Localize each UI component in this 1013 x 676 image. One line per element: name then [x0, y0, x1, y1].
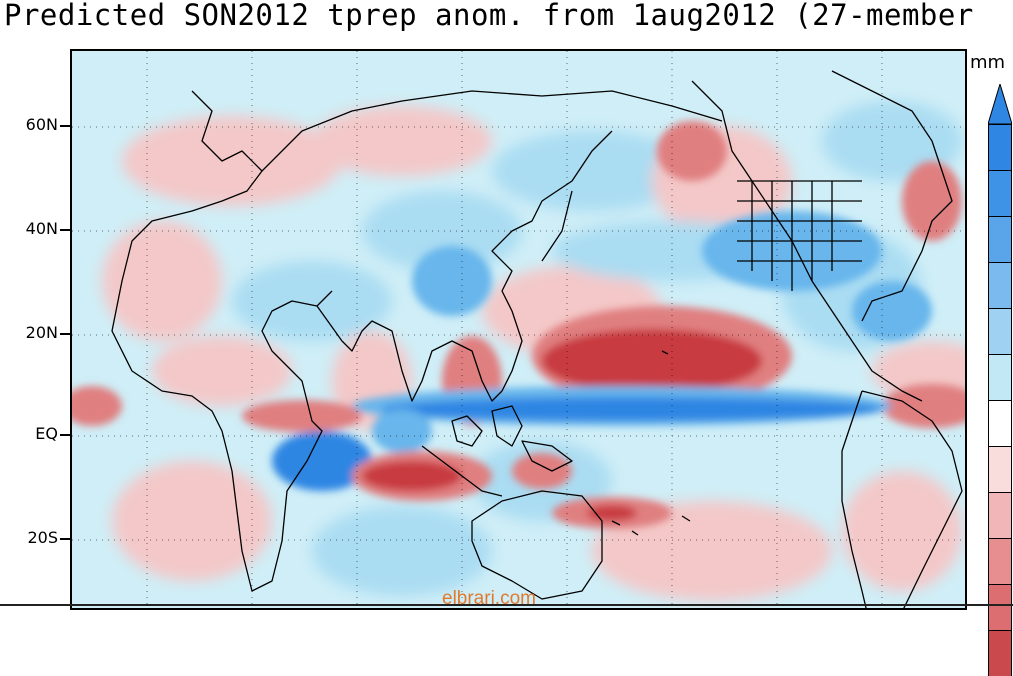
colorbar-cell: [988, 170, 1012, 216]
colorbar: [988, 84, 1012, 676]
colorbar-cell: [988, 400, 1012, 446]
unit-label: mm: [970, 52, 1006, 73]
anomaly-field-strong: [72, 121, 965, 529]
watermark: elbrari.com: [442, 588, 536, 609]
colorbar-cell: [988, 584, 1012, 630]
lat-tick-20n: [60, 333, 70, 335]
lat-label-20s: 20S: [27, 528, 58, 547]
colorbar-cell: [988, 538, 1012, 584]
colorbar-cell: [988, 308, 1012, 354]
colorbar-cell: [988, 446, 1012, 492]
map-title: Predicted SON2012 tprep anom. from 1aug2…: [4, 0, 974, 32]
colorbar-cell: [988, 492, 1012, 538]
lat-label-20n: 20N: [25, 323, 58, 342]
lat-tick-eq: [60, 434, 70, 436]
precipitation-anomaly-map: [70, 49, 967, 610]
lat-label-60n: 60N: [25, 115, 58, 134]
lat-tick-60n: [60, 125, 70, 127]
lat-label-40n: 40N: [25, 219, 58, 238]
coastlines: [111, 70, 963, 608]
colorbar-cell: [988, 630, 1012, 676]
lat-tick-40n: [60, 229, 70, 231]
colorbar-cell: [988, 354, 1012, 400]
lat-label-eq: EQ: [35, 424, 58, 443]
colorbar-cell: [988, 262, 1012, 308]
bottom-border: [0, 604, 1013, 606]
colorbar-cell: [988, 124, 1012, 170]
lat-tick-20s: [60, 538, 70, 540]
colorbar-cell: [988, 216, 1012, 262]
